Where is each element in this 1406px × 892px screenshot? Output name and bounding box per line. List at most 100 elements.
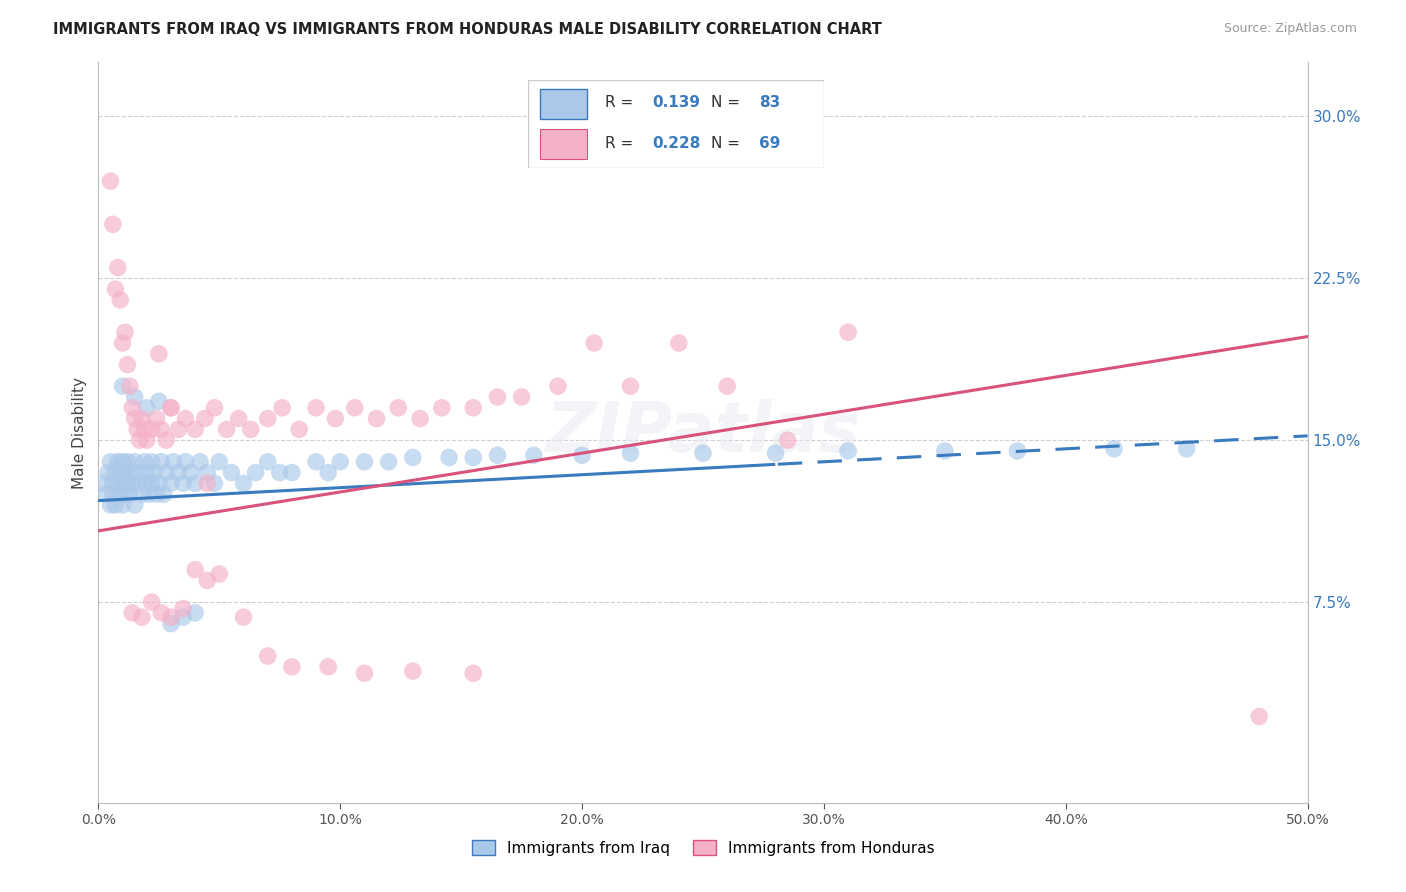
- Point: [256, 648, 278, 663]
- Point: [179, 466, 201, 480]
- Point: [117, 358, 139, 372]
- Point: [148, 394, 170, 409]
- Point: [101, 217, 124, 231]
- Point: [271, 401, 294, 415]
- Point: [619, 446, 641, 460]
- Point: [716, 379, 738, 393]
- Point: [353, 666, 375, 681]
- Point: [172, 601, 194, 615]
- Point: [256, 455, 278, 469]
- Point: [1102, 442, 1125, 456]
- Point: [131, 411, 153, 425]
- Point: [135, 476, 157, 491]
- Point: [118, 487, 141, 501]
- Point: [135, 466, 157, 480]
- Point: [281, 466, 304, 480]
- Point: [107, 476, 129, 491]
- Point: [114, 325, 136, 339]
- Point: [111, 455, 134, 469]
- Point: [160, 616, 183, 631]
- Point: [117, 476, 139, 491]
- Point: [111, 336, 134, 351]
- Point: [172, 476, 194, 491]
- Point: [134, 455, 156, 469]
- Point: [316, 466, 339, 480]
- Text: IMMIGRANTS FROM IRAQ VS IMMIGRANTS FROM HONDURAS MALE DISABILITY CORRELATION CHA: IMMIGRANTS FROM IRAQ VS IMMIGRANTS FROM …: [53, 22, 883, 37]
- Point: [934, 444, 956, 458]
- Point: [228, 411, 250, 425]
- Point: [402, 664, 425, 678]
- Point: [523, 448, 546, 462]
- Point: [141, 422, 163, 436]
- Point: [245, 466, 267, 480]
- Point: [128, 433, 150, 447]
- Point: [111, 476, 134, 491]
- Point: [108, 293, 131, 307]
- Point: [1249, 709, 1271, 723]
- Point: [184, 606, 207, 620]
- Point: [269, 466, 291, 480]
- Point: [121, 401, 143, 415]
- Point: [141, 595, 163, 609]
- Point: [765, 446, 787, 460]
- Point: [1007, 444, 1029, 458]
- Point: [143, 466, 166, 480]
- Point: [167, 422, 190, 436]
- Point: [124, 411, 146, 425]
- Point: [152, 487, 174, 501]
- Point: [160, 476, 183, 491]
- Point: [167, 466, 190, 480]
- Point: [107, 260, 129, 275]
- Point: [141, 476, 163, 491]
- Point: [195, 476, 218, 491]
- Point: [776, 433, 799, 447]
- Point: [239, 422, 262, 436]
- Point: [174, 411, 197, 425]
- Point: [174, 455, 197, 469]
- Point: [547, 379, 569, 393]
- Point: [118, 466, 141, 480]
- Point: [377, 455, 399, 469]
- Point: [108, 487, 131, 501]
- Point: [104, 498, 127, 512]
- Point: [409, 411, 432, 425]
- Point: [124, 498, 146, 512]
- Point: [571, 448, 593, 462]
- Point: [366, 411, 388, 425]
- Point: [486, 390, 509, 404]
- Point: [108, 466, 131, 480]
- Point: [124, 390, 146, 404]
- Point: [1175, 442, 1198, 456]
- Point: [194, 411, 217, 425]
- Point: [160, 401, 183, 415]
- Y-axis label: Male Disability: Male Disability: [72, 376, 87, 489]
- Point: [160, 401, 183, 415]
- Point: [100, 498, 122, 512]
- Point: [325, 411, 347, 425]
- Point: [104, 282, 127, 296]
- Point: [281, 660, 304, 674]
- Point: [155, 466, 177, 480]
- Point: [402, 450, 425, 465]
- Point: [104, 466, 127, 480]
- Point: [121, 606, 143, 620]
- Point: [155, 433, 177, 447]
- Point: [172, 610, 194, 624]
- Point: [127, 466, 149, 480]
- Point: [101, 476, 124, 491]
- Point: [91, 476, 114, 491]
- Point: [138, 487, 160, 501]
- Point: [121, 476, 143, 491]
- Point: [343, 401, 366, 415]
- Point: [195, 574, 218, 588]
- Point: [510, 390, 533, 404]
- Point: [305, 401, 328, 415]
- Point: [188, 455, 211, 469]
- Point: [131, 487, 153, 501]
- Point: [353, 455, 375, 469]
- Point: [204, 401, 226, 415]
- Point: [837, 444, 859, 458]
- Point: [288, 422, 311, 436]
- Text: Source: ZipAtlas.com: Source: ZipAtlas.com: [1223, 22, 1357, 36]
- Point: [117, 455, 139, 469]
